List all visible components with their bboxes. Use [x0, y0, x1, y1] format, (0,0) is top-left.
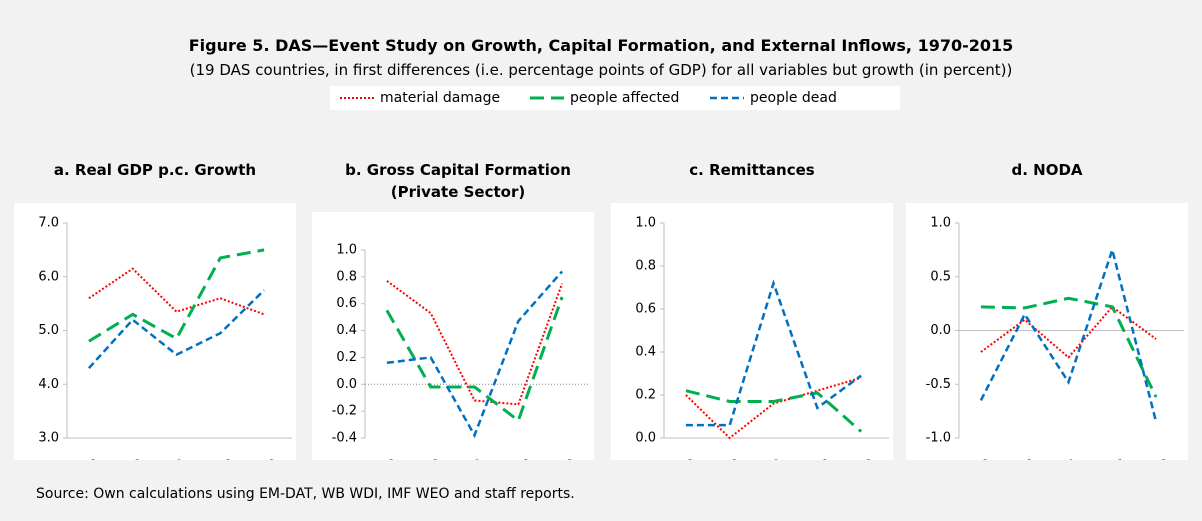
y-tick-label: 0.0 — [336, 377, 357, 392]
y-tick-label: 3.0 — [38, 431, 59, 446]
legend-label: people dead — [750, 90, 837, 106]
y-tick-label: 0.6 — [336, 296, 357, 311]
x-tick-label: t-1 — [124, 459, 142, 461]
y-tick-label: 0.6 — [635, 302, 656, 317]
y-tick-label: 0.2 — [635, 388, 656, 403]
panel-title: c. Remittances — [689, 161, 815, 179]
y-tick-label: 4.0 — [38, 377, 59, 392]
y-tick-label: 6.0 — [38, 269, 59, 284]
y-tick-label: 0.0 — [635, 431, 656, 446]
panel-chart: -1.0 -0.5 0.0 0.5 1.0 t-2 t-1 t0 t+1 t+2 — [906, 203, 1188, 460]
y-tick-label: -0.2 — [332, 404, 357, 419]
x-tick-label: t+2 — [1144, 459, 1168, 461]
y-tick-label: 0.5 — [930, 269, 951, 284]
figure-title: Figure 5. DAS—Event Study on Growth, Cap… — [188, 36, 1014, 55]
y-tick-label: 1.0 — [336, 243, 357, 258]
series-line — [385, 296, 564, 423]
x-tick-label: t+2 — [252, 459, 276, 461]
y-tick-label: 5.0 — [38, 323, 59, 338]
legend-label: material damage — [380, 90, 500, 106]
x-tick-label: t+2 — [550, 459, 574, 461]
y-tick-label: 0.0 — [930, 323, 951, 338]
legend-label: people affected — [570, 90, 679, 106]
x-tick-label: t-2 — [972, 459, 990, 461]
series-line — [685, 389, 863, 433]
x-tick-label: t0 — [1062, 459, 1075, 461]
series-line — [87, 289, 265, 369]
panel-chart: 3.0 4.0 5.0 6.0 7.0 t-2 t-1 t0 t+1 t+2 — [14, 203, 296, 460]
panel-title: b. Gross Capital Formation (Private Sect… — [345, 161, 571, 201]
x-tick-label: t-2 — [80, 459, 98, 461]
y-tick-label: 0.2 — [336, 350, 357, 365]
series-line — [685, 279, 862, 427]
x-tick-label: t+1 — [208, 459, 232, 461]
y-tick-label: -0.4 — [332, 431, 357, 446]
x-tick-label: t+1 — [805, 459, 829, 461]
x-tick-label: t-1 — [721, 459, 739, 461]
series-line — [386, 280, 564, 406]
x-tick-label: t-2 — [677, 459, 695, 461]
series-line — [88, 248, 265, 343]
series-line — [386, 270, 564, 439]
series-line — [980, 296, 1158, 398]
y-tick-label: -0.5 — [926, 377, 951, 392]
x-tick-label: t+1 — [1100, 459, 1124, 461]
x-tick-label: t0 — [767, 459, 780, 461]
source-note: Source: Own calculations using EM-DAT, W… — [36, 486, 575, 502]
series-line — [980, 305, 1157, 359]
y-tick-label: 0.8 — [635, 259, 656, 274]
series-line — [979, 245, 1158, 423]
x-tick-label: t-1 — [422, 459, 440, 461]
y-tick-label: 0.4 — [635, 345, 656, 360]
x-tick-label: t+1 — [506, 459, 530, 461]
x-tick-label: t0 — [468, 459, 481, 461]
x-tick-label: t0 — [170, 459, 183, 461]
series-line — [88, 267, 265, 316]
panel-chart: -0.4 -0.2 0.0 0.2 0.4 0.6 0.8 1.0 t-2 t-1 t0 t+1 t+2 — [312, 212, 594, 460]
x-tick-label: t-2 — [378, 459, 396, 461]
y-tick-label: 7.0 — [38, 216, 59, 231]
panel-chart: 0.0 0.2 0.4 0.6 0.8 1.0 t-2 t-1 t0 t+1 t+2 — [611, 203, 893, 460]
x-tick-label: t+2 — [849, 459, 873, 461]
panel-title: a. Real GDP p.c. Growth — [53, 161, 257, 179]
y-tick-label: 1.0 — [930, 216, 951, 231]
y-tick-label: 0.4 — [336, 323, 357, 338]
panel-title: d. NODA — [1011, 161, 1083, 179]
series-line — [685, 376, 862, 440]
legend: material damage people affected people dea… — [330, 86, 900, 110]
x-tick-label: t-1 — [1016, 459, 1034, 461]
y-tick-label: 0.8 — [336, 269, 357, 284]
y-tick-label: -1.0 — [926, 431, 951, 446]
figure-subtitle: (19 DAS countries, in first differences … — [189, 61, 1013, 79]
y-tick-label: 1.0 — [635, 216, 656, 231]
